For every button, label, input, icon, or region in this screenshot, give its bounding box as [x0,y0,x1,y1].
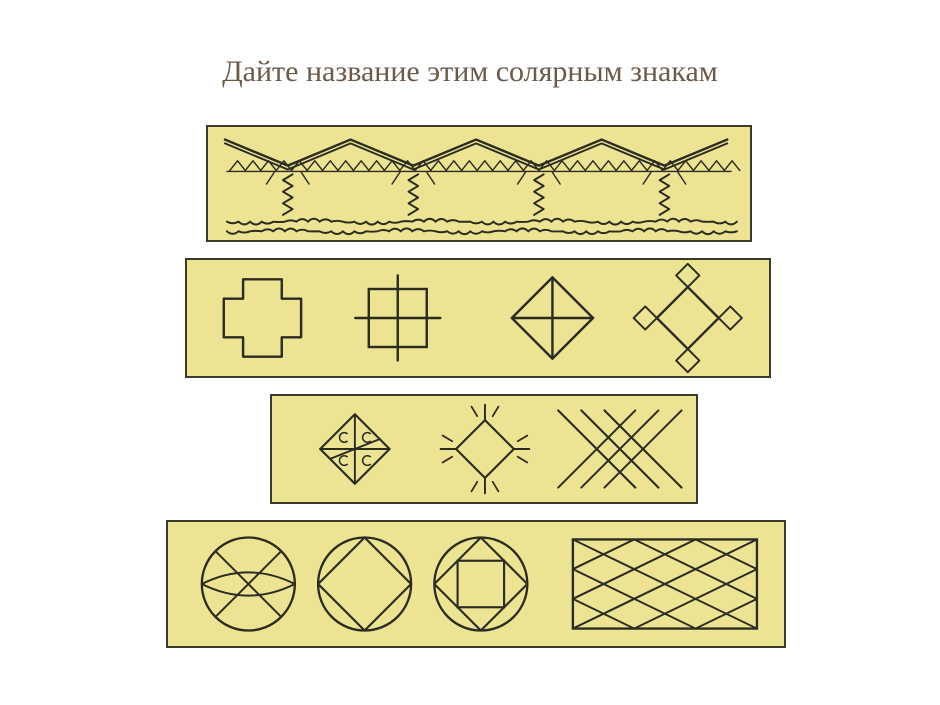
earth-cross-svg [187,260,769,376]
title-text: Дайте название этим солярным знакам [222,55,718,88]
earth-cross-panel [185,258,771,378]
field-svg [272,396,696,502]
water-rain-panel [206,125,752,242]
page-title: Дайте название этим солярным знакам [0,0,940,109]
water-rain-svg [208,127,750,240]
sun-panel [166,520,786,648]
sun-svg [168,522,784,646]
field-panel [270,394,698,504]
